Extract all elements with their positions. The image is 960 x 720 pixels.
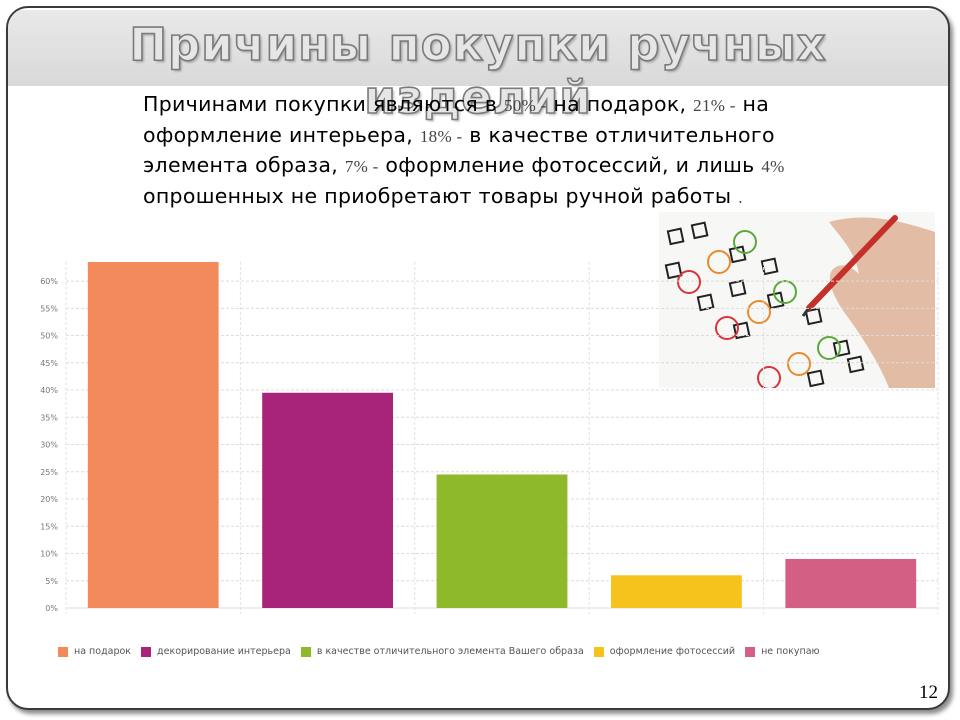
survey-checklist-illustration <box>659 212 935 388</box>
y-tick-label: 55% <box>40 304 58 313</box>
y-tick-label: 40% <box>40 386 58 395</box>
intro-text-4: в качестве отличительного элемента образ… <box>143 122 775 178</box>
bar-1 <box>87 262 219 608</box>
legend-item: в качестве отличительного элемента Вашег… <box>300 646 584 657</box>
y-tick-label: 10% <box>40 550 58 559</box>
intro-end-mark: . <box>738 187 743 207</box>
legend-swatch <box>593 646 604 657</box>
y-tick-label: 15% <box>40 522 58 531</box>
survey-checklist-photo <box>659 212 935 388</box>
legend-label: не покупаю <box>761 646 820 657</box>
y-tick-label: 45% <box>40 359 58 368</box>
intro-value-gift: 50% - <box>504 96 547 115</box>
intro-text-6: опрошенных не приобретают товары ручной … <box>143 183 739 208</box>
legend-item: декорирование интерьера <box>141 646 291 657</box>
intro-text-3: на оформление интерьера, <box>143 92 770 147</box>
page-number: 12 <box>919 682 938 703</box>
bar-2 <box>262 392 393 608</box>
y-tick-label: 30% <box>40 441 58 450</box>
intro-value-none: 4% <box>761 157 785 176</box>
y-axis-ticks: 0% 5% 10% 15% 20% 25% 30% 35% 40% 45% 50% 55% 60% <box>40 277 58 613</box>
legend-item: оформление фотосессий <box>593 646 736 657</box>
legend-label: в качестве отличительного элемента Вашег… <box>316 646 584 657</box>
legend-item: не покупаю <box>745 646 820 657</box>
y-tick-label: 5% <box>45 577 58 586</box>
y-tick-label: 35% <box>40 413 58 422</box>
legend-swatch <box>745 646 756 657</box>
intro-text: Причинами покупки являются в 50% - на по… <box>143 90 883 212</box>
legend-swatch <box>300 646 311 657</box>
chart-legend: на подарок декорирование интерьера в качес… <box>58 646 830 657</box>
legend-label: на подарок <box>74 646 132 657</box>
intro-value-photo: 7% - <box>344 157 379 176</box>
y-tick-label: 25% <box>40 468 58 477</box>
intro-value-style: 18% - <box>419 126 463 146</box>
bar-4 <box>611 575 742 608</box>
legend-item: на подарок <box>58 646 131 657</box>
legend-swatch <box>58 646 68 657</box>
bar-3 <box>436 474 568 608</box>
bar-5 <box>785 558 917 608</box>
y-tick-label: 60% <box>40 277 58 286</box>
y-tick-label: 0% <box>45 604 58 613</box>
legend-label: оформление фотосессий <box>609 646 736 657</box>
intro-value-interior: 21% - <box>693 96 736 115</box>
chart-bars <box>87 262 917 608</box>
y-tick-label: 50% <box>40 332 58 341</box>
slide-title: Причины покупки ручных изделий <box>129 17 827 125</box>
intro-text-5: оформление фотосессий, и лишь <box>378 153 762 177</box>
legend-label: декорирование интерьера <box>157 646 291 657</box>
legend-swatch <box>141 646 152 657</box>
title-band <box>8 10 948 86</box>
intro-text-2: на подарок, <box>546 92 694 116</box>
y-tick-label: 20% <box>40 495 58 504</box>
intro-text-1: Причинами покупки являются в <box>143 92 505 116</box>
